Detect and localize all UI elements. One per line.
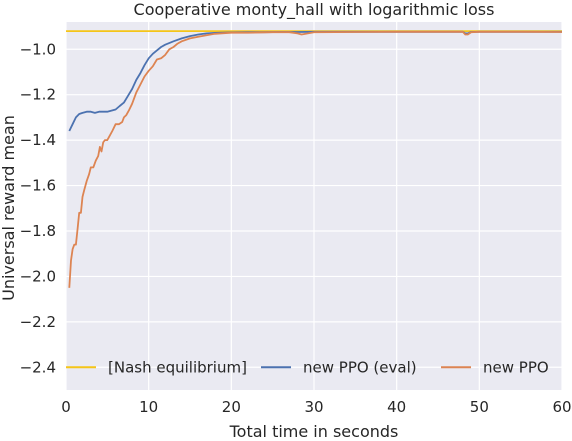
series-layer: [66, 30, 563, 288]
y-tick-label: −1.6: [20, 177, 56, 195]
y-axis-label: Universal reward mean: [0, 115, 18, 301]
y-tick-label: −2.2: [20, 313, 56, 331]
y-tick-label: −1.4: [20, 131, 56, 149]
grid: [65, 22, 563, 390]
x-tick-label: 20: [222, 398, 241, 416]
y-tick-label: −2.0: [20, 267, 56, 285]
y-tick-label: −1.8: [20, 222, 56, 240]
legend-label: new PPO (eval): [303, 358, 417, 376]
y-tick-labels: −2.4 −2.2 −2.0 −1.8 −1.6 −1.4 −1.2 −1.0: [20, 40, 56, 376]
legend: [Nash equilibrium] new PPO (eval) new PPO: [66, 358, 549, 376]
legend-label: [Nash equilibrium]: [108, 358, 247, 376]
x-tick-labels: 0 10 20 30 40 50 60: [61, 398, 571, 416]
legend-item: new PPO (eval): [261, 358, 417, 376]
legend-item: new PPO: [441, 358, 549, 376]
series-line-2: [68, 30, 563, 288]
legend-item: [Nash equilibrium]: [66, 358, 247, 376]
x-axis-label: Total time in seconds: [229, 422, 399, 441]
chart-title: Cooperative monty_hall with logarithmic …: [134, 0, 495, 20]
x-tick-label: 40: [387, 398, 406, 416]
x-tick-label: 30: [304, 398, 323, 416]
y-tick-label: −2.4: [20, 358, 56, 376]
legend-label: new PPO: [483, 358, 549, 376]
x-tick-label: 10: [139, 398, 158, 416]
x-tick-label: 60: [552, 398, 571, 416]
y-tick-label: −1.2: [20, 86, 56, 104]
x-tick-label: 0: [61, 398, 71, 416]
x-tick-label: 50: [470, 398, 489, 416]
y-tick-label: −1.0: [20, 40, 56, 58]
